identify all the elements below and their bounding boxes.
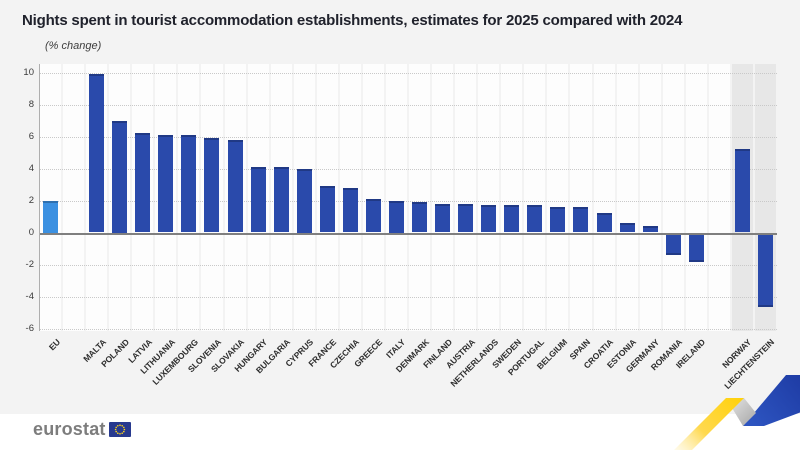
y-axis-tick: -4	[25, 290, 34, 302]
bar-spain[interactable]	[573, 206, 589, 233]
column-band	[685, 64, 707, 331]
bar-lithuania[interactable]	[158, 134, 174, 233]
column-band-spacer	[708, 64, 730, 331]
bar-estonia[interactable]	[619, 222, 635, 233]
gridline	[39, 136, 777, 138]
plot-area	[39, 64, 777, 331]
y-axis-tick: -2	[25, 258, 34, 270]
column-band	[662, 64, 684, 331]
gridline	[39, 168, 777, 170]
y-axis-tick: -6	[25, 322, 34, 334]
gridline	[39, 264, 777, 266]
x-axis-label: EU	[46, 337, 62, 353]
y-axis-tick: 0	[28, 226, 34, 238]
column-band	[409, 64, 431, 331]
gridline	[39, 296, 777, 298]
bar-bulgaria[interactable]	[273, 166, 289, 233]
bar-czechia[interactable]	[342, 187, 358, 233]
bar-france[interactable]	[319, 186, 335, 233]
column-band	[524, 64, 546, 331]
bar-slovakia[interactable]	[227, 139, 243, 233]
bar-malta[interactable]	[89, 74, 105, 233]
bar-finland[interactable]	[435, 203, 451, 233]
bar-portugal[interactable]	[527, 205, 543, 233]
y-axis-tick: 6	[28, 130, 34, 142]
ribbon-zigzag-graphic	[674, 375, 800, 450]
bar-netherlands[interactable]	[481, 205, 497, 233]
bar-germany[interactable]	[642, 226, 658, 233]
column-band	[478, 64, 500, 331]
column-band	[616, 64, 638, 331]
chart-subtitle: (% change)	[45, 40, 102, 52]
y-axis-tick: 10	[23, 66, 34, 78]
blue-ribbon	[743, 375, 800, 426]
bar-italy[interactable]	[388, 200, 404, 233]
y-axis-tick: 2	[28, 194, 34, 206]
bar-norway[interactable]	[734, 149, 750, 233]
column-band	[501, 64, 523, 331]
eurostat-logo-text: eurostat	[33, 419, 106, 439]
bar-denmark[interactable]	[412, 202, 428, 233]
bar-cyprus[interactable]	[296, 168, 312, 233]
gridline	[39, 200, 777, 202]
bar-croatia[interactable]	[596, 213, 612, 233]
bar-sweden[interactable]	[504, 205, 520, 233]
column-band	[40, 64, 62, 331]
column-band	[570, 64, 592, 331]
bar-austria[interactable]	[458, 203, 474, 233]
bar-belgium[interactable]	[550, 206, 566, 233]
bar-luxembourg[interactable]	[181, 134, 197, 233]
eurostat-logo[interactable]: eurostat	[33, 420, 131, 438]
bar-eu[interactable]	[43, 200, 59, 233]
page-title: Nights spent in tourist accommodation es…	[22, 12, 683, 29]
bar-slovenia[interactable]	[204, 138, 220, 233]
yellow-ribbon	[674, 398, 744, 450]
y-axis-line	[39, 64, 40, 331]
column-band	[385, 64, 407, 331]
column-band	[639, 64, 661, 331]
bar-romania[interactable]	[665, 234, 681, 256]
column-band	[547, 64, 569, 331]
bar-latvia[interactable]	[135, 133, 151, 233]
column-band-spacer	[63, 64, 85, 331]
bar-greece[interactable]	[365, 198, 381, 233]
gridline	[39, 328, 777, 330]
y-axis-tick: 4	[28, 162, 34, 174]
column-band	[455, 64, 477, 331]
bar-liechtenstein[interactable]	[757, 234, 773, 307]
zero-line	[39, 232, 777, 235]
footer: eurostat	[0, 414, 800, 450]
column-band	[432, 64, 454, 331]
bar-ireland[interactable]	[688, 234, 704, 262]
column-band	[593, 64, 615, 331]
bar-poland[interactable]	[112, 120, 128, 233]
gridline	[39, 104, 777, 106]
column-band	[362, 64, 384, 331]
y-axis-tick: 8	[28, 98, 34, 110]
gridline	[39, 72, 777, 74]
bar-hungary[interactable]	[250, 166, 266, 233]
eu-flag-icon	[108, 421, 131, 437]
